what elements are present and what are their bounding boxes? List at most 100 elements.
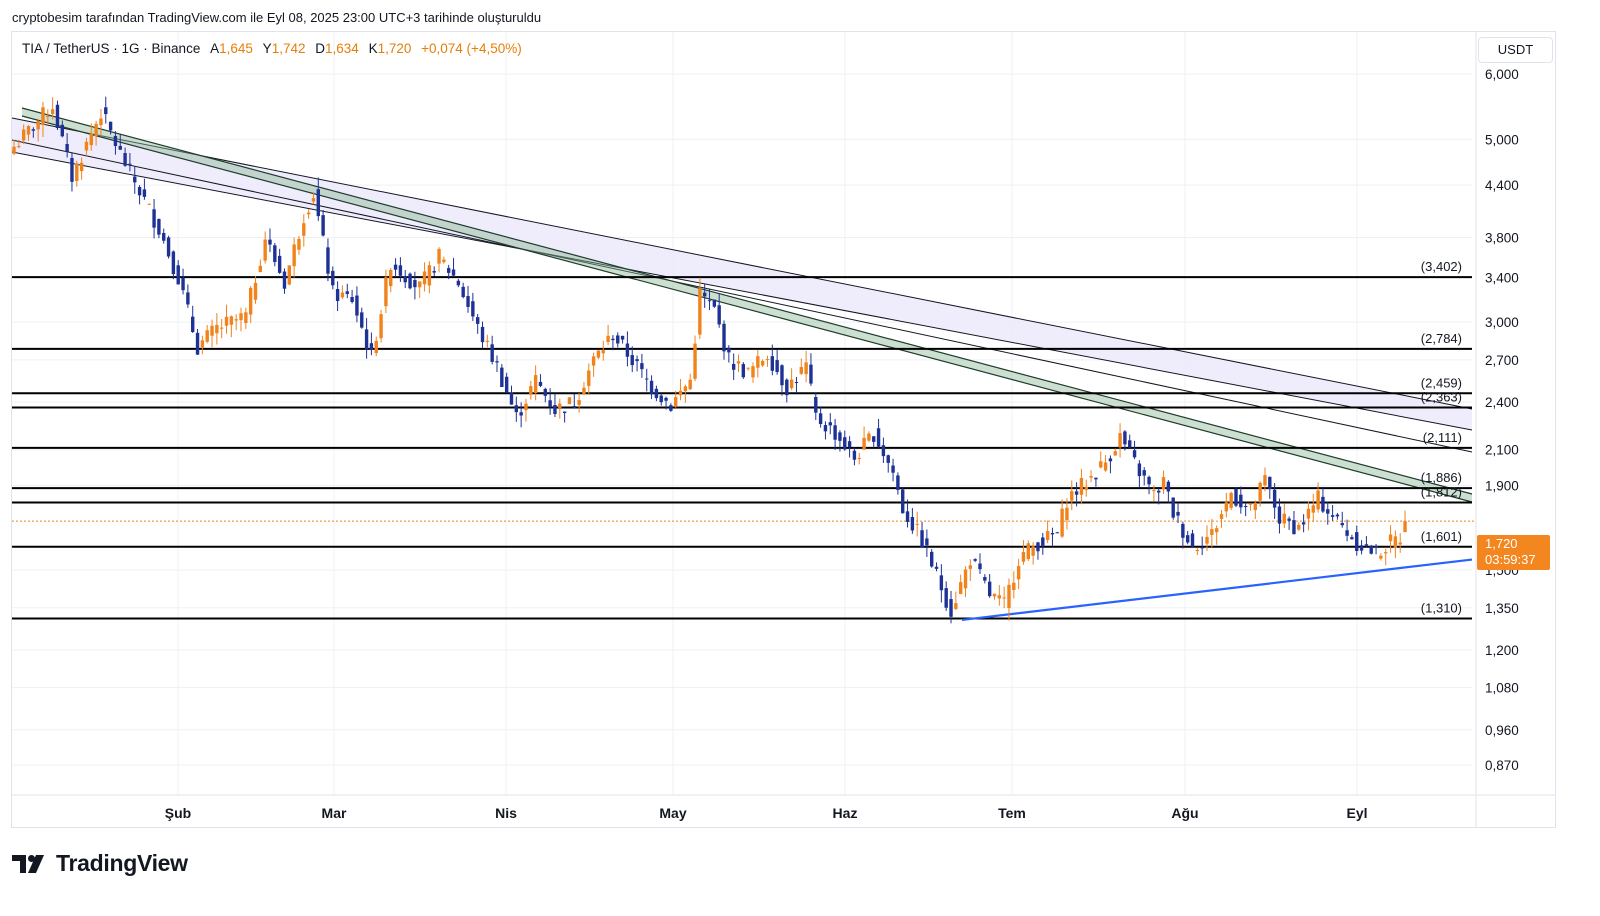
candle	[113, 131, 118, 155]
y-tick-label: 1,350	[1485, 601, 1519, 616]
candle	[1185, 530, 1190, 545]
candle	[558, 398, 562, 419]
candle-body	[1248, 503, 1253, 505]
candle-body	[601, 350, 605, 354]
candle	[1171, 497, 1175, 520]
candle	[147, 203, 151, 205]
candle	[248, 285, 253, 324]
chart-attribution: cryptobesim tarafından TradingView.com i…	[12, 10, 542, 25]
candle-body	[838, 432, 842, 441]
candle	[418, 281, 422, 298]
candle-body	[311, 198, 316, 202]
candle	[756, 349, 760, 378]
candle	[1065, 498, 1069, 530]
candle-body	[253, 282, 258, 300]
candle	[1287, 516, 1291, 530]
candle	[804, 350, 808, 383]
candle-body	[224, 316, 229, 326]
candle-body	[843, 437, 847, 450]
candle-body	[1297, 524, 1301, 530]
candle-body	[760, 360, 765, 366]
candle	[949, 590, 953, 624]
candle-body	[1036, 542, 1040, 552]
candle-body	[1253, 502, 1258, 511]
candle-body	[741, 364, 746, 378]
candle	[987, 574, 992, 598]
candle	[70, 153, 74, 192]
candle	[963, 566, 968, 598]
legend-high: 1,742	[271, 41, 306, 56]
candle-body	[84, 141, 89, 151]
level-label: (1,310)	[1421, 601, 1462, 616]
currency-selector[interactable]: USDT	[1478, 37, 1553, 63]
candle	[702, 283, 707, 308]
candle-body	[26, 126, 31, 135]
candle	[1123, 430, 1127, 451]
candle	[567, 397, 572, 405]
candle	[1099, 451, 1103, 469]
candle	[374, 336, 378, 357]
candle-body	[920, 530, 924, 548]
candle	[760, 359, 765, 367]
candle	[1379, 553, 1383, 561]
candle	[606, 324, 610, 345]
legend-close-key: K	[368, 41, 378, 56]
level-label: (3,402)	[1421, 259, 1462, 274]
candle-body	[944, 588, 948, 608]
candle-body	[925, 538, 929, 546]
candle-body	[876, 428, 881, 447]
candle	[26, 125, 31, 141]
candle-body	[36, 120, 40, 130]
horizontal-levels: (3,402) (2,784) (2,459)(2,363) (2,111) (1,88…	[12, 259, 1476, 622]
candle-body	[403, 276, 407, 283]
candle-body	[166, 237, 171, 257]
candle-body	[1181, 523, 1185, 538]
candle-body	[1398, 542, 1402, 545]
candle	[65, 133, 69, 158]
candle-body	[616, 335, 620, 344]
candle-body	[418, 281, 422, 288]
candle	[413, 271, 417, 300]
candle-body	[543, 388, 547, 396]
candle	[205, 325, 209, 344]
candle-body	[886, 455, 890, 463]
candle	[1272, 483, 1277, 519]
candle-body	[128, 163, 132, 165]
candle	[678, 379, 683, 401]
candle	[843, 430, 847, 451]
candle-body	[466, 296, 470, 307]
candle	[1282, 503, 1286, 529]
candle	[973, 558, 977, 563]
candle	[1297, 522, 1301, 531]
candle	[398, 257, 403, 282]
candle-body	[297, 238, 301, 250]
candle	[427, 261, 432, 294]
candle-body	[1205, 536, 1209, 544]
candle-body	[1369, 545, 1373, 554]
candle-body	[432, 271, 436, 273]
candle-body	[1234, 489, 1238, 506]
candle	[852, 447, 857, 466]
candle	[881, 437, 886, 463]
last-price-tag: 1,720 03:59:37	[1477, 535, 1550, 570]
candle	[1234, 487, 1238, 508]
candle	[746, 367, 750, 371]
level-label: (1,601)	[1421, 529, 1462, 544]
candle	[1094, 477, 1098, 487]
y-tick-label: 5,000	[1485, 132, 1519, 147]
candle-body	[500, 367, 504, 388]
candle	[137, 185, 142, 205]
candle-countdown: 03:59:37	[1485, 552, 1536, 567]
candle-body	[712, 299, 717, 307]
candle-body	[1026, 543, 1030, 560]
candle	[461, 282, 465, 299]
candle-body	[46, 116, 50, 118]
support-trendline	[961, 558, 1473, 622]
candle-body	[1171, 497, 1175, 518]
candle-body	[248, 287, 253, 315]
candle-body	[21, 129, 26, 141]
candle	[814, 392, 818, 420]
candle	[1157, 488, 1161, 505]
candle	[587, 363, 591, 395]
